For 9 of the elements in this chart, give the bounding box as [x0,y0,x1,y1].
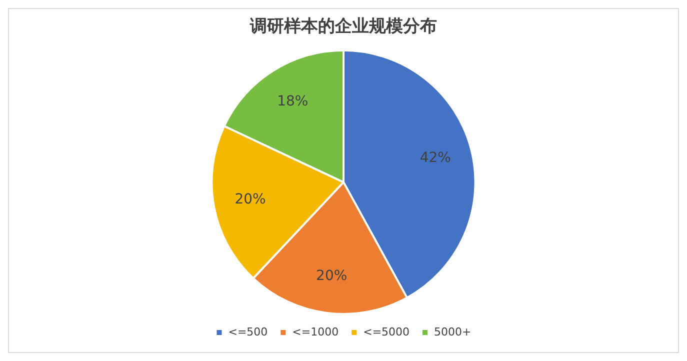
data-label: 20% [234,192,266,208]
chart-title: 调研样本的企业规模分布 [249,16,437,37]
data-label: 20% [316,268,348,284]
data-label: 18% [277,94,308,110]
legend-label: 5000+ [434,325,472,338]
legend-label: <=1000 [292,325,339,338]
legend-label: <=5000 [363,325,410,338]
legend-label: <=500 [228,325,268,338]
data-label: 42% [420,150,451,166]
